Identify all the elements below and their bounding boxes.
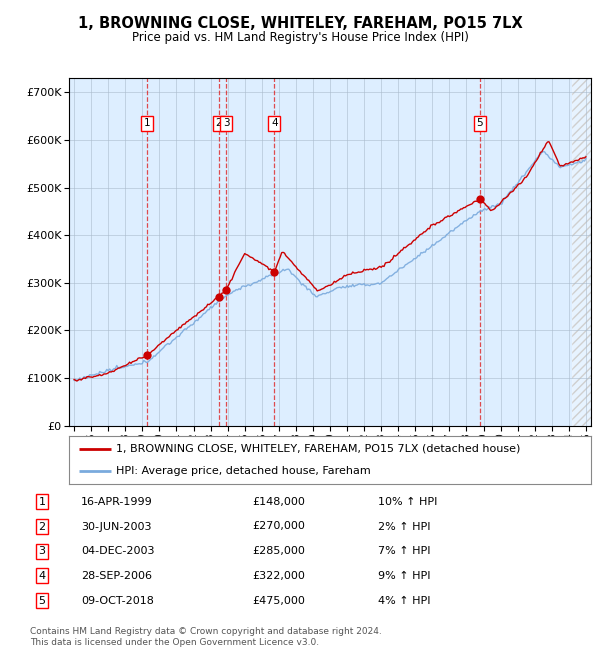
- Polygon shape: [572, 78, 591, 426]
- Text: 1: 1: [144, 118, 151, 128]
- Text: Price paid vs. HM Land Registry's House Price Index (HPI): Price paid vs. HM Land Registry's House …: [131, 31, 469, 44]
- Text: £148,000: £148,000: [252, 497, 305, 507]
- Text: 2: 2: [215, 118, 222, 128]
- Text: 04-DEC-2003: 04-DEC-2003: [81, 546, 155, 556]
- Text: £285,000: £285,000: [252, 546, 305, 556]
- Text: 09-OCT-2018: 09-OCT-2018: [81, 595, 154, 606]
- Text: 2: 2: [38, 521, 46, 532]
- Text: Contains HM Land Registry data © Crown copyright and database right 2024.
This d: Contains HM Land Registry data © Crown c…: [30, 627, 382, 647]
- Text: 5: 5: [476, 118, 483, 128]
- Text: 1, BROWNING CLOSE, WHITELEY, FAREHAM, PO15 7LX (detached house): 1, BROWNING CLOSE, WHITELEY, FAREHAM, PO…: [116, 444, 520, 454]
- Text: 1, BROWNING CLOSE, WHITELEY, FAREHAM, PO15 7LX: 1, BROWNING CLOSE, WHITELEY, FAREHAM, PO…: [77, 16, 523, 31]
- Text: £270,000: £270,000: [252, 521, 305, 532]
- Text: 1: 1: [38, 497, 46, 507]
- Text: 28-SEP-2006: 28-SEP-2006: [81, 571, 152, 581]
- Text: £475,000: £475,000: [252, 595, 305, 606]
- Text: 10% ↑ HPI: 10% ↑ HPI: [378, 497, 437, 507]
- Text: 5: 5: [38, 595, 46, 606]
- Text: 3: 3: [223, 118, 230, 128]
- Text: 16-APR-1999: 16-APR-1999: [81, 497, 153, 507]
- Text: 4: 4: [271, 118, 278, 128]
- Text: 4: 4: [38, 571, 46, 581]
- Text: 7% ↑ HPI: 7% ↑ HPI: [378, 546, 431, 556]
- Text: 9% ↑ HPI: 9% ↑ HPI: [378, 571, 431, 581]
- Text: HPI: Average price, detached house, Fareham: HPI: Average price, detached house, Fare…: [116, 466, 371, 476]
- Text: 3: 3: [38, 546, 46, 556]
- Text: 30-JUN-2003: 30-JUN-2003: [81, 521, 151, 532]
- Text: 2% ↑ HPI: 2% ↑ HPI: [378, 521, 431, 532]
- Text: 4% ↑ HPI: 4% ↑ HPI: [378, 595, 431, 606]
- Text: £322,000: £322,000: [252, 571, 305, 581]
